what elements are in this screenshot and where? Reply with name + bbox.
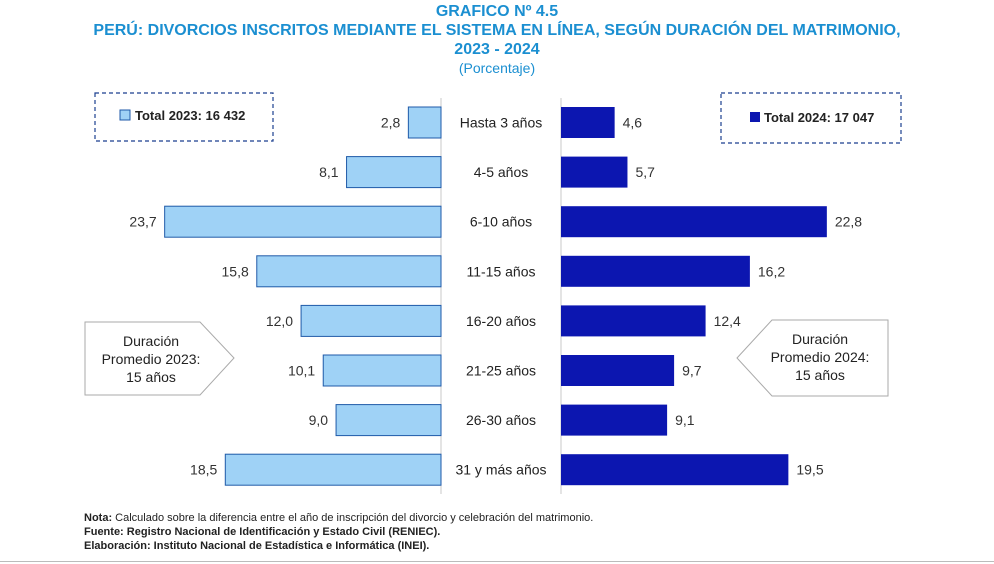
bar-2023: [322, 354, 442, 387]
bar-2023: [335, 404, 442, 437]
elaboration-line: Elaboración: Instituto Nacional de Estad…: [84, 540, 430, 552]
category-label: Hasta 3 años: [460, 115, 543, 131]
category-label: 6-10 años: [470, 214, 532, 230]
category-label: 11-15 años: [466, 263, 535, 279]
callout-2023-shape: [84, 321, 235, 396]
bar-2023: [300, 304, 442, 337]
bar-2023: [256, 255, 442, 288]
callout-2023-line3: 15 años: [126, 369, 176, 385]
bar-2024: [561, 355, 675, 386]
graph-number: GRAFICO Nº 4.5: [435, 3, 559, 20]
data-label-2023: 12,0: [266, 313, 293, 329]
data-label-2023: 10,1: [288, 363, 315, 379]
legend-2023-swatch: [119, 109, 131, 121]
category-label: 26-30 años: [466, 412, 536, 428]
source-line: Fuente: Registro Nacional de Identificac…: [84, 526, 441, 538]
bar-2023: [164, 205, 442, 238]
data-label-2023: 9,0: [309, 412, 329, 428]
chart-subtitle: (Porcentaje): [458, 60, 536, 76]
bar-2023: [407, 106, 442, 139]
notes-block: Nota: Calculado sobre la diferencia entr…: [84, 511, 593, 553]
data-label-2024: 5,7: [635, 164, 655, 180]
category-label: 4-5 años: [474, 164, 528, 180]
data-label-2024: 16,2: [758, 263, 785, 279]
data-label-2023: 23,7: [129, 214, 156, 230]
callout-2024-shape: [736, 319, 889, 397]
data-label-2024: 12,4: [714, 313, 741, 329]
bar-2023: [346, 156, 442, 189]
chart-title-line2: 2023 - 2024: [454, 41, 540, 58]
data-label-2024: 9,7: [682, 363, 702, 379]
bar-2024: [561, 206, 827, 238]
bars-group: 2,8 4,6 Hasta 3 años 8,1 5,7 4-5 años 23,7 22,8…: [129, 106, 862, 486]
bar-2024: [561, 255, 750, 287]
bar-2024: [561, 454, 789, 486]
legend-2024-label: Total 2024: 17 047: [764, 110, 874, 125]
data-label-2023: 2,8: [381, 115, 401, 131]
data-label-2024: 4,6: [623, 115, 643, 131]
data-label-2024: 22,8: [835, 214, 862, 230]
callout-2024-line2: Promedio 2024:: [771, 349, 870, 365]
bar-2024: [561, 305, 706, 337]
data-label-2023: 15,8: [222, 263, 249, 279]
data-label-2023: 18,5: [190, 462, 217, 478]
legend-2024-swatch: [750, 112, 760, 122]
chart-title-line1: PERÚ: DIVORCIOS INSCRITOS MEDIANTE EL SI…: [93, 22, 901, 39]
legend-2024-box: [720, 92, 902, 144]
category-label: 16-20 años: [466, 313, 536, 329]
bottom-rule: [0, 561, 994, 562]
data-label-2023: 8,1: [319, 164, 339, 180]
note-line: Nota: Calculado sobre la diferencia entr…: [84, 512, 594, 524]
callout-2023-line2: Promedio 2023:: [102, 351, 201, 367]
data-label-2024: 9,1: [675, 412, 695, 428]
bar-2024: [561, 404, 668, 436]
bar-2024: [561, 107, 615, 138]
bar-2024: [561, 156, 628, 188]
bar-2023: [224, 453, 442, 486]
legend-2023-label: Total 2023: 16 432: [135, 108, 245, 123]
butterfly-chart: Total 2023: 16 432 Total 2024: 17 047 Du…: [84, 92, 902, 494]
category-label: 31 y más años: [455, 462, 546, 478]
data-label-2024: 19,5: [796, 462, 823, 478]
legend-2023-box: [94, 92, 274, 142]
callout-2024-line1: Duración: [792, 331, 848, 347]
callout-2024-line3: 15 años: [795, 367, 845, 383]
category-label: 21-25 años: [466, 363, 536, 379]
callout-2023-line1: Duración: [123, 333, 179, 349]
